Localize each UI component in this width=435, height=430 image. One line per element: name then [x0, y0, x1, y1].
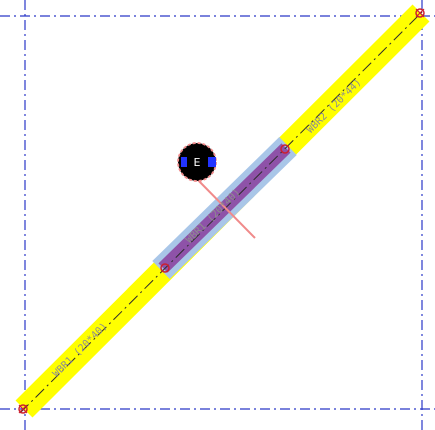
section-marker-icon[interactable]: E [177, 142, 217, 182]
node-end[interactable] [415, 8, 425, 18]
node-start[interactable] [18, 404, 28, 414]
section-marker-label: E [194, 156, 201, 169]
node-mid-lower[interactable] [160, 263, 170, 273]
segment-label-lower: WBR1 (20*40) [51, 321, 110, 380]
node-mid-upper[interactable] [280, 144, 290, 154]
beam-centerline [19, 8, 426, 414]
section-leader-line [193, 175, 256, 239]
beam-nodes [18, 8, 425, 414]
